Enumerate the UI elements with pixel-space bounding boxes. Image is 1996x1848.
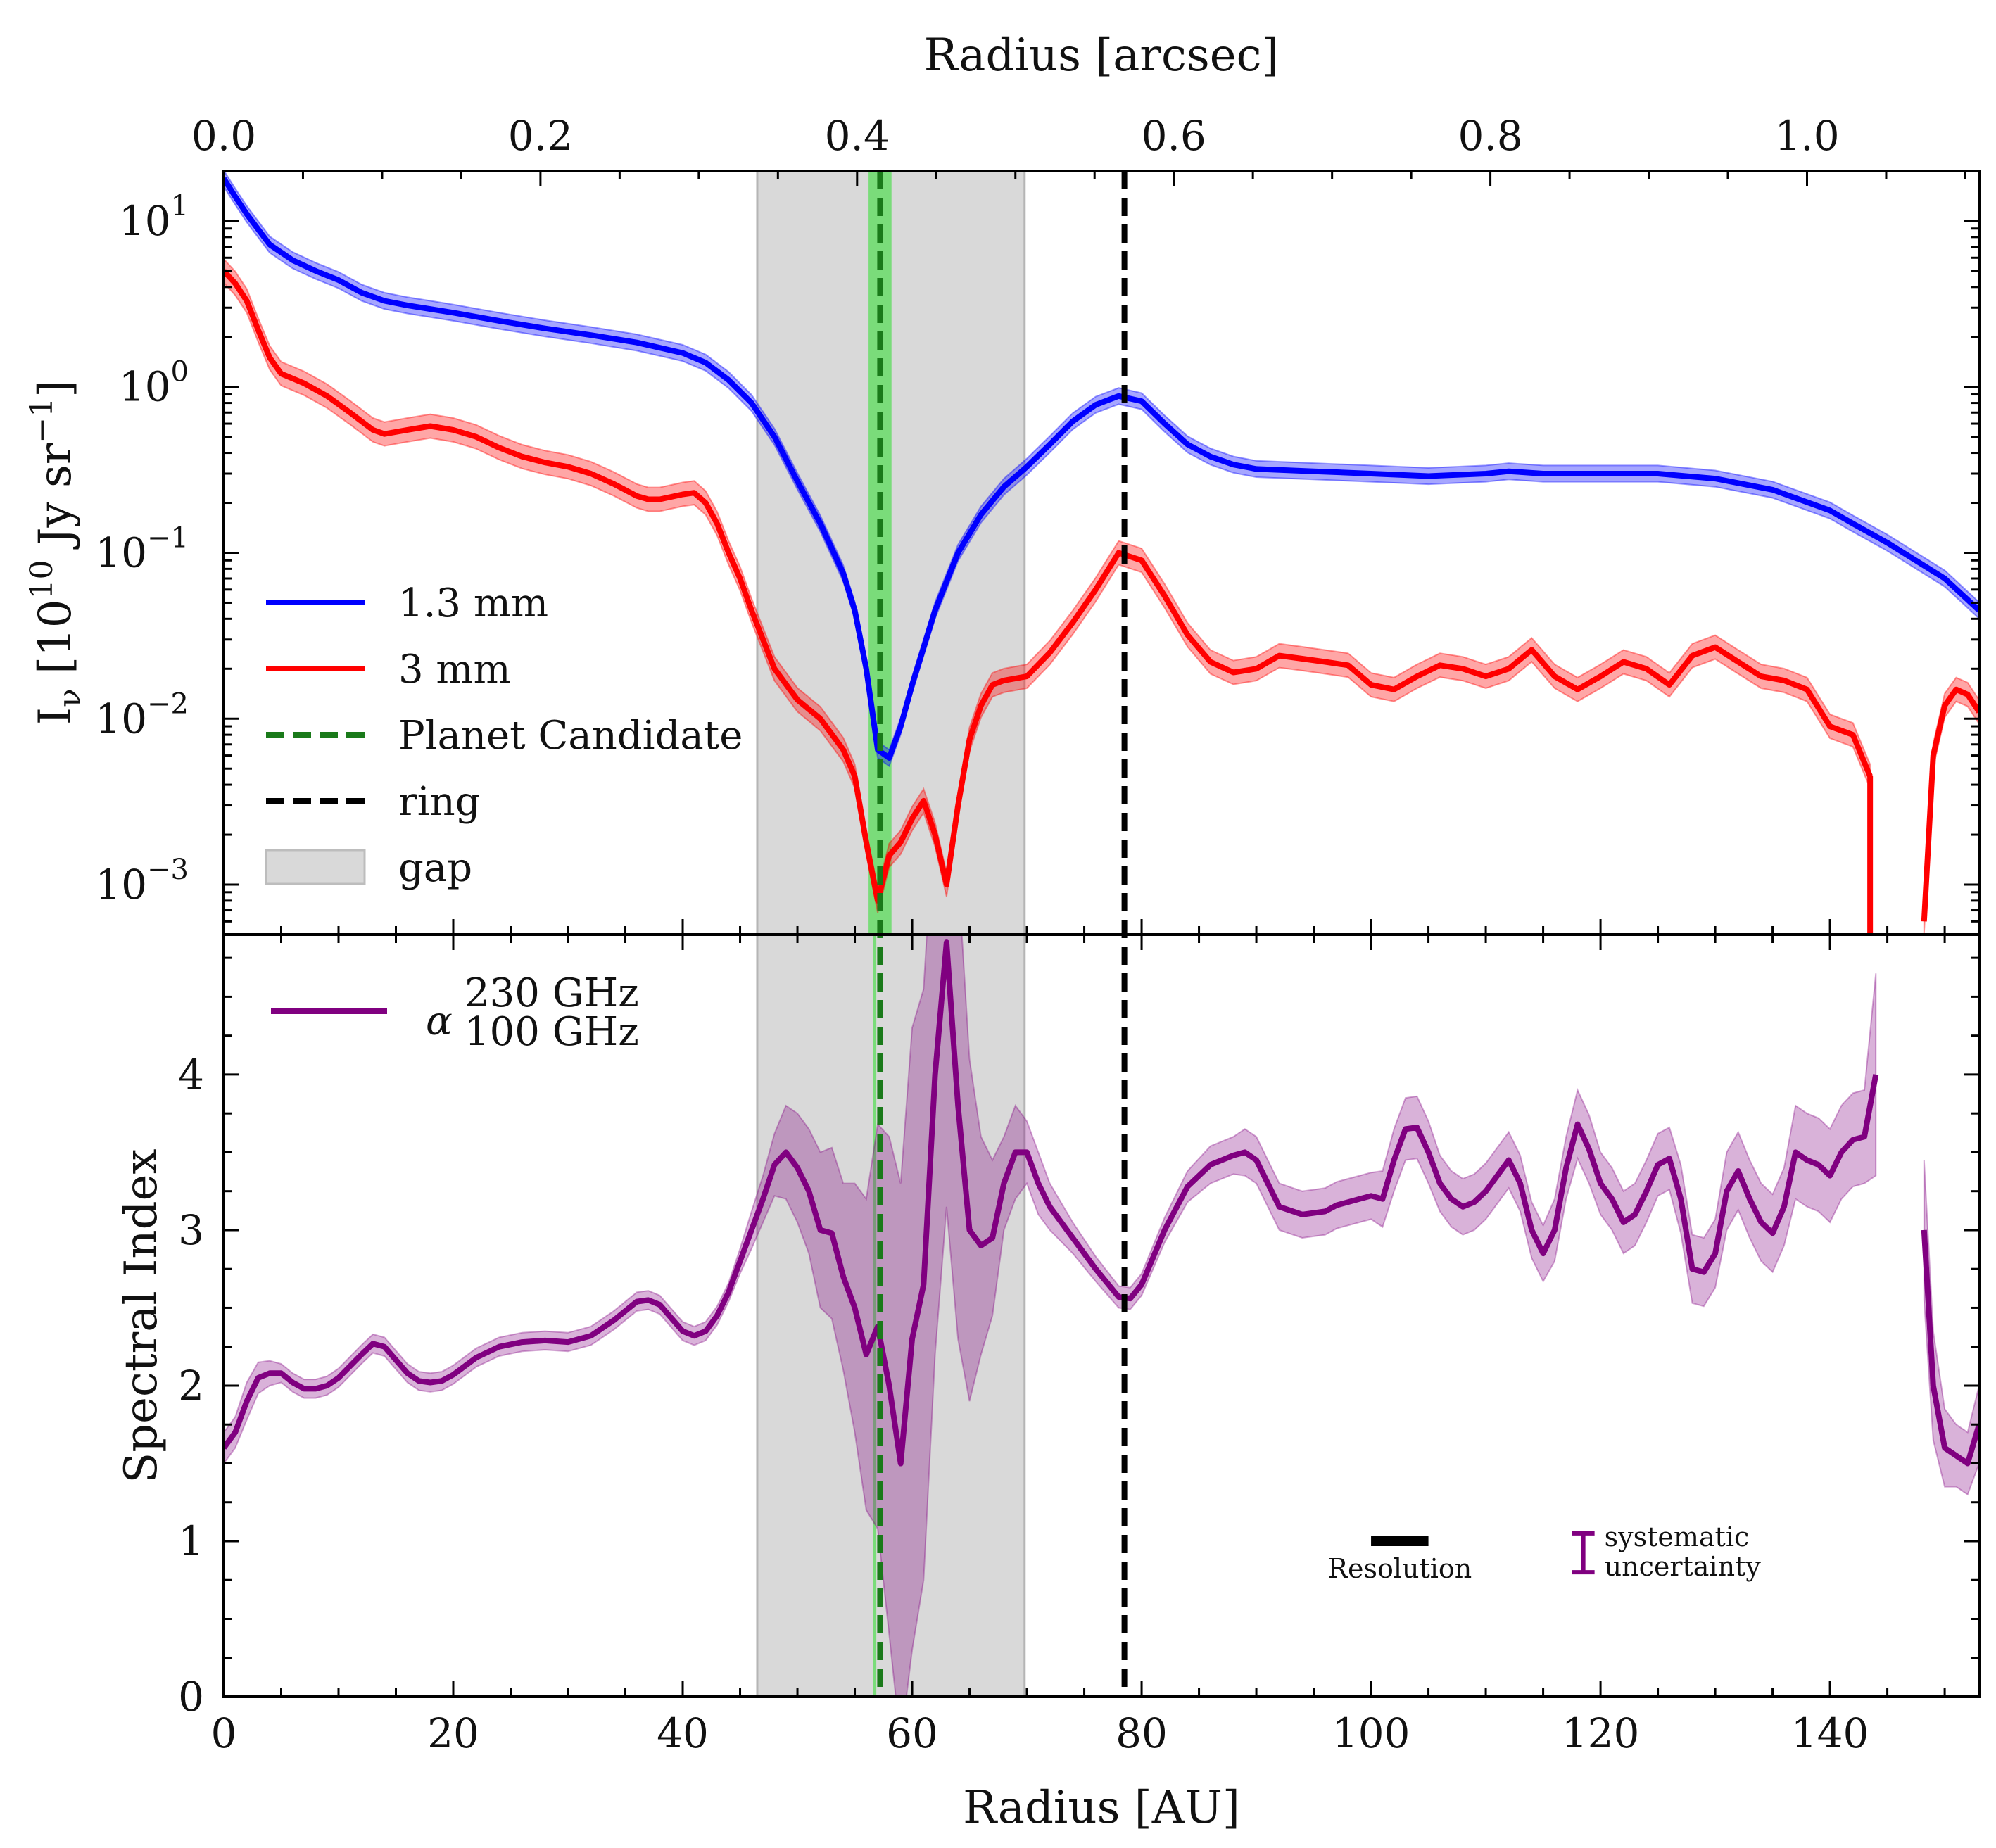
x-tick-label: 0 bbox=[211, 1709, 237, 1757]
y-tick-label-bottom: 1 bbox=[178, 1517, 204, 1565]
top-y-axis-title: Iν [1010 Jy sr−1] bbox=[24, 380, 88, 726]
y-tick-label-top: 10−1 bbox=[95, 522, 189, 577]
x-tick-label: 80 bbox=[1116, 1709, 1168, 1757]
ylabel-part: 10 bbox=[24, 560, 60, 600]
axis-ticks bbox=[222, 171, 1979, 1698]
ylabel-part: I bbox=[30, 707, 82, 725]
y-tick-exponent: 0 bbox=[171, 356, 189, 388]
bottom-axis-title: Radius [AU] bbox=[963, 1782, 1240, 1834]
top-y-axis-title-text: Iν [1010 Jy sr−1] bbox=[24, 380, 88, 726]
y-tick-exponent: −1 bbox=[147, 522, 189, 555]
ylabel-part: Jy sr bbox=[30, 443, 82, 559]
legend-alpha-subscript: 100 GHz bbox=[465, 1009, 639, 1055]
y-tick-label-bottom: 4 bbox=[178, 1051, 204, 1099]
y-tick-label-top: 100 bbox=[119, 356, 189, 411]
x-tick-label: 20 bbox=[427, 1709, 479, 1757]
legend-label-alpha: α bbox=[426, 999, 453, 1044]
band-1.3-mm bbox=[224, 171, 1979, 768]
x-tick-label: 60 bbox=[886, 1709, 938, 1757]
ylabel-part: ] bbox=[30, 380, 82, 398]
bottom-panel-series-lines bbox=[224, 939, 1979, 1467]
y-tick-label-bottom: 0 bbox=[178, 1673, 204, 1721]
y-tick-label-top: 10−2 bbox=[95, 688, 189, 742]
series-line-3-mm-tail bbox=[1921, 686, 1979, 922]
x-tick-label: 140 bbox=[1791, 1709, 1869, 1757]
legend-alpha-superscript: 230 GHz bbox=[465, 970, 639, 1016]
bottom-panel-uncertainty-bands bbox=[224, 935, 1979, 1697]
top-panel-frame bbox=[222, 170, 1981, 936]
top-x-tick-label: 0.4 bbox=[825, 112, 890, 160]
y-tick-label-bottom: 3 bbox=[178, 1206, 204, 1254]
planet-uncertainty-band-lower bbox=[873, 935, 877, 1697]
y-tick-exponent: −2 bbox=[147, 688, 189, 720]
y-tick-exponent: −3 bbox=[147, 854, 189, 886]
top-x-tick-label: 1.0 bbox=[1774, 112, 1839, 160]
ylabel-part: ν bbox=[52, 688, 88, 707]
resolution-label: Resolution bbox=[1327, 1553, 1472, 1584]
x-tick-label: 100 bbox=[1332, 1709, 1410, 1757]
legend-label: gap bbox=[398, 845, 472, 891]
systematic-label-line2: uncertainty bbox=[1605, 1551, 1762, 1582]
top-panel-uncertainty-bands bbox=[224, 171, 1979, 934]
top-x-tick-label: 0.0 bbox=[191, 112, 256, 160]
top-panel-legend: 1.3 mm 3 mm Planet Candidate ring gap bbox=[265, 581, 743, 891]
legend-label: 1.3 mm bbox=[398, 581, 548, 626]
top-axis-title: Radius [arcsec] bbox=[924, 30, 1280, 82]
legend-label: 3 mm bbox=[398, 647, 511, 692]
legend-label: Planet Candidate bbox=[398, 713, 743, 759]
y-tick-exponent: 1 bbox=[171, 190, 189, 222]
top-x-tick-label: 0.6 bbox=[1142, 112, 1206, 160]
bottom-y-axis-title: Spectral Index bbox=[115, 1148, 168, 1483]
band--230-GHz-100-GHz bbox=[224, 935, 1877, 1697]
series-line-1.3-mm bbox=[224, 177, 1979, 761]
y-tick-label-top: 10−3 bbox=[95, 854, 189, 909]
series-line--tail bbox=[1921, 1229, 1979, 1467]
legend-label: ring bbox=[398, 779, 481, 825]
x-tick-label: 120 bbox=[1562, 1709, 1640, 1757]
top-x-tick-label: 0.8 bbox=[1458, 112, 1522, 160]
legend-swatch bbox=[265, 849, 366, 885]
ylabel-part: [10 bbox=[30, 600, 82, 689]
series-line--230-GHz-100-GHz bbox=[224, 939, 1879, 1467]
series-line-3-mm bbox=[224, 269, 1873, 904]
x-tick-label: 40 bbox=[657, 1709, 709, 1757]
y-tick-label-bottom: 2 bbox=[178, 1362, 204, 1410]
y-tick-label-top: 101 bbox=[119, 190, 189, 245]
ylabel-part: −1 bbox=[24, 398, 60, 443]
top-x-tick-label: 0.2 bbox=[508, 112, 573, 160]
systematic-label-line1: systematic bbox=[1605, 1521, 1750, 1552]
top-panel-series-lines bbox=[224, 177, 1979, 935]
bottom-panel-frame bbox=[222, 933, 1981, 1698]
